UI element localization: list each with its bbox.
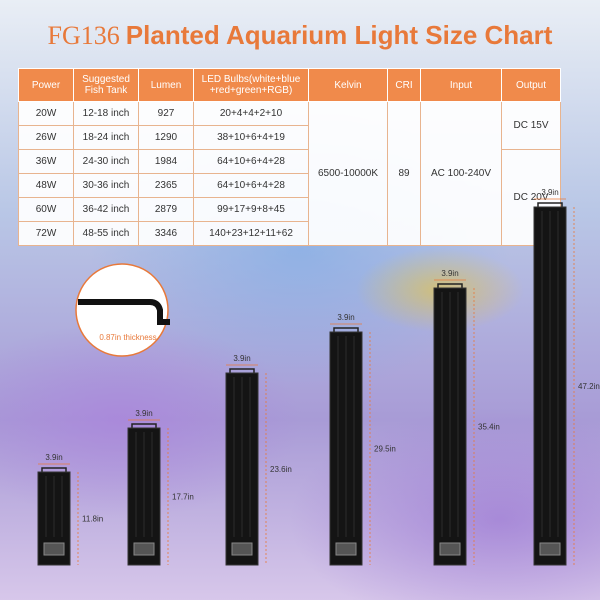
table-row: 36W 24-30 inch 1984 64+10+6+4+28 DC 20V	[18, 149, 561, 246]
controller	[335, 542, 357, 556]
column-header: Power	[18, 68, 74, 102]
width-label: 3.9in	[135, 409, 152, 418]
controller	[231, 542, 253, 556]
table-row: 72W 48-55 inch 3346 140+23+12+11+62	[18, 221, 561, 246]
length-label: 23.6in	[270, 465, 292, 474]
length-label: 17.7in	[172, 493, 194, 502]
cell: 3346	[138, 221, 194, 246]
width-label: 3.9in	[45, 453, 62, 462]
column-header: Input	[420, 68, 502, 102]
inset-circle	[75, 263, 169, 357]
cell: 140+23+12+11+62	[193, 221, 309, 246]
chart-title: Planted Aquarium Light Size Chart	[125, 20, 553, 50]
title: FG136 Planted Aquarium Light Size Chart	[0, 20, 600, 51]
column-header: Lumen	[138, 68, 194, 102]
length-label: 11.8in	[82, 515, 103, 524]
length-label: 29.5in	[374, 445, 396, 454]
cell: 1290	[138, 125, 194, 150]
cell: 24-30 inch	[73, 149, 139, 174]
cell: 38+10+6+4+19	[193, 125, 309, 150]
cell: 30-36 inch	[73, 173, 139, 198]
column-header: CRI	[387, 68, 421, 102]
controller	[439, 542, 461, 556]
width-label: 3.9in	[441, 269, 458, 278]
cell: 99+17+9+8+45	[193, 197, 309, 222]
width-label: 3.9in	[337, 313, 354, 322]
cell: 18-24 inch	[73, 125, 139, 150]
table-row: 26W 18-24 inch 1290 38+10+6+4+19	[18, 125, 561, 150]
kelvin-cell: 6500-10000K	[308, 101, 388, 246]
length-label: 47.2in	[578, 382, 600, 391]
model: FG136	[47, 21, 120, 50]
length-label: 35.4in	[478, 423, 500, 432]
width-label: 3.9in	[233, 354, 250, 363]
cell: 72W	[18, 221, 74, 246]
header-row: Power Suggested Fish Tank Lumen LED Bulbs(w…	[18, 68, 561, 102]
cell: 36W	[18, 149, 74, 174]
inset-profile	[78, 299, 170, 325]
width-label: 3.9in	[541, 188, 558, 197]
inset-label: 0.87in thickness	[99, 333, 156, 342]
input-cell: AC 100-240V	[420, 101, 502, 246]
table-row: 20W 12-18 inch 927 20+4+4+2+10 6500-10000K 89…	[18, 101, 561, 246]
column-header: Suggested Fish Tank	[73, 68, 139, 102]
size-table: Power Suggested Fish Tank Lumen LED Bulbs(w…	[18, 68, 561, 246]
controller	[133, 542, 155, 556]
cell: 12-18 inch	[73, 101, 139, 126]
controller	[539, 542, 561, 556]
cell: 1984	[138, 149, 194, 174]
output-cell: DC 15V	[501, 101, 561, 150]
controller	[43, 542, 65, 556]
